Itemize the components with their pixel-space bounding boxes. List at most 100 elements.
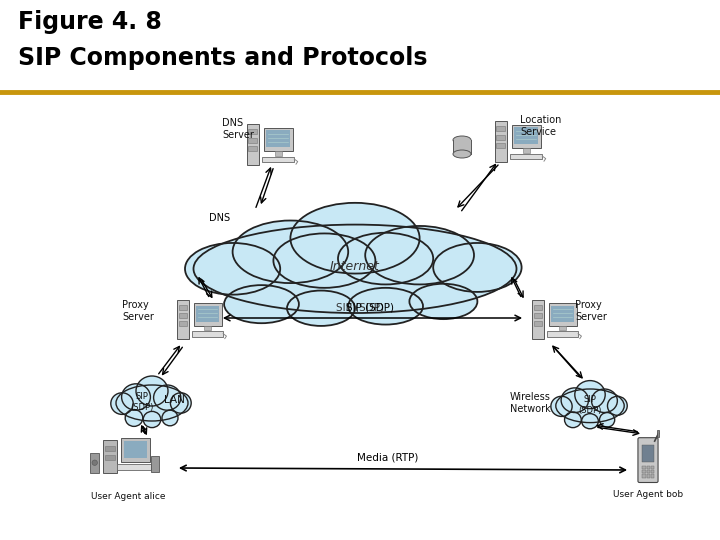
Bar [547,331,578,337]
Bar [651,466,654,469]
Bar [514,127,538,144]
Bar [647,470,650,474]
Bar [104,446,115,451]
Ellipse shape [233,220,348,283]
Bar [121,438,150,462]
Text: Media (RTP): Media (RTP) [357,453,419,463]
Text: User Agent bob: User Agent bob [613,490,683,499]
Ellipse shape [111,393,133,414]
Bar [496,135,505,140]
Bar [495,121,507,162]
Bar [248,146,257,151]
Bar [532,300,544,340]
Ellipse shape [608,396,627,415]
Ellipse shape [564,412,581,428]
Bar [534,313,542,318]
Text: Proxy
Server: Proxy Server [575,300,607,322]
Bar [266,130,290,147]
Text: DNS: DNS [209,213,230,223]
Bar [642,470,646,474]
Ellipse shape [561,388,588,413]
Bar [647,474,650,478]
Bar [177,300,189,340]
Bar [512,125,541,148]
Bar [194,303,222,326]
Text: Internet: Internet [330,260,380,273]
Text: SIP
(SDP): SIP (SDP) [578,395,602,415]
Text: SIP
(SDP): SIP (SDP) [130,392,153,411]
Ellipse shape [125,410,143,427]
Bar [510,153,542,159]
Ellipse shape [224,285,299,323]
Bar [642,466,646,469]
Ellipse shape [143,411,161,428]
Ellipse shape [592,389,617,413]
Ellipse shape [410,284,477,319]
Text: SIP Components and Protocols: SIP Components and Protocols [18,46,428,70]
Ellipse shape [92,460,97,465]
Ellipse shape [582,414,598,429]
Ellipse shape [556,389,624,423]
Bar [262,157,294,163]
Bar [124,441,147,458]
Bar [179,321,187,326]
Bar [559,326,566,330]
Ellipse shape [171,393,192,413]
Bar [534,321,542,326]
Ellipse shape [136,376,168,406]
Ellipse shape [153,385,181,410]
Ellipse shape [365,226,474,285]
Text: Figure 4. 8: Figure 4. 8 [18,10,162,34]
Text: SIP (SDP): SIP (SDP) [346,303,394,313]
Bar [651,470,654,474]
Ellipse shape [453,150,471,158]
Bar [549,303,577,326]
Text: SIP (SDP): SIP (SDP) [336,303,384,313]
Ellipse shape [575,381,606,409]
Bar [117,464,151,470]
Bar [496,143,505,148]
Ellipse shape [551,396,572,416]
Bar [204,326,211,330]
Bar [192,331,223,337]
Bar [179,305,187,310]
Bar [647,466,650,469]
FancyBboxPatch shape [638,438,658,483]
Text: DNS
Server: DNS Server [222,118,254,140]
Bar [248,138,257,143]
Bar [275,151,282,156]
Bar [0,0,720,92]
Ellipse shape [185,243,280,295]
Bar [642,474,646,478]
Ellipse shape [116,385,188,421]
Bar [248,129,257,134]
Bar [523,148,529,153]
Bar [196,306,219,322]
Ellipse shape [290,203,420,274]
Bar [642,445,654,462]
Ellipse shape [122,384,150,410]
Text: LAN: LAN [163,395,184,405]
Bar [453,140,471,154]
Bar [179,313,187,318]
Bar [534,305,542,310]
Ellipse shape [600,413,615,427]
Bar [151,456,158,472]
Text: Proxy
Server: Proxy Server [122,300,154,322]
Ellipse shape [338,233,433,285]
Ellipse shape [162,410,178,426]
Text: Location
Service: Location Service [520,115,562,137]
Bar [496,126,505,131]
Text: User Agent alice: User Agent alice [91,492,166,501]
Bar [264,127,292,151]
Ellipse shape [274,233,375,288]
Ellipse shape [453,136,471,144]
Ellipse shape [433,243,521,292]
Bar [103,440,117,472]
Ellipse shape [348,288,423,325]
Bar [651,474,654,478]
Bar [551,306,574,322]
Bar [247,124,258,165]
Bar [657,430,660,437]
Bar [104,455,115,460]
